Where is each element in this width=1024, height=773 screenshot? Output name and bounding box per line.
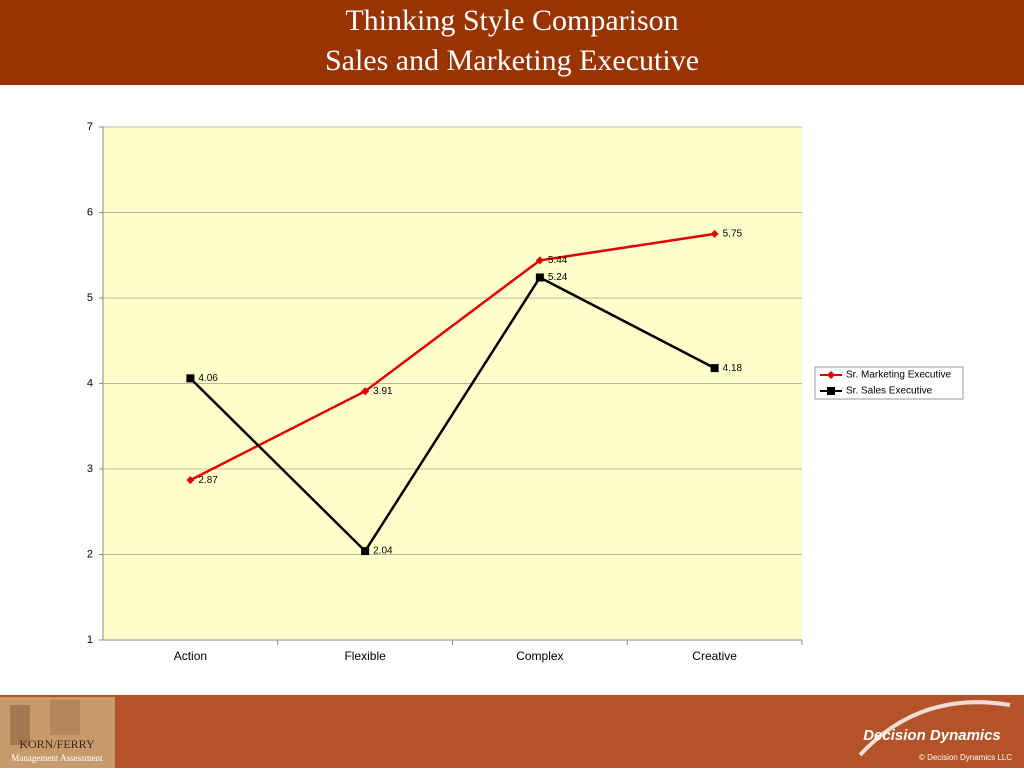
y-tick-label: 7 <box>87 121 93 133</box>
footer-bar <box>0 695 1024 768</box>
data-point <box>535 273 544 282</box>
data-label: 2.04 <box>373 546 393 557</box>
y-tick-label: 5 <box>87 292 93 304</box>
data-point <box>361 547 370 556</box>
y-tick-label: 4 <box>87 377 93 389</box>
data-point <box>361 387 370 396</box>
legend-label: Sr. Marketing Executive <box>846 370 951 381</box>
y-tick-label: 6 <box>87 206 93 218</box>
photo-figure <box>50 700 80 735</box>
x-tick-label: Complex <box>516 649 563 663</box>
data-label: 3.91 <box>373 386 393 397</box>
footer-right-brand: Decision Dynamics <box>863 727 1001 744</box>
data-point <box>710 364 719 373</box>
chart: 1 2 3 4 5 6 7 Action Flexible Complex Creative 2.87… <box>87 121 964 663</box>
series-line <box>189 275 716 554</box>
data-point <box>186 374 195 383</box>
footer-left-brand: KORN/FERRY <box>19 737 95 751</box>
legend-marker <box>827 371 835 379</box>
data-label: 5.75 <box>723 229 743 240</box>
x-tick-label: Action <box>174 649 207 663</box>
photo-figure <box>10 705 30 745</box>
chart-subtitle: Sales and Marketing Executive <box>325 44 699 77</box>
x-tick-label: Creative <box>692 649 737 663</box>
data-point <box>710 229 719 238</box>
data-label: 5.44 <box>548 255 568 266</box>
y-tick-label: 2 <box>87 548 93 560</box>
legend-box <box>814 366 964 400</box>
data-label: 5.24 <box>548 272 568 283</box>
footer-left-sub: Management Assessment <box>11 753 103 763</box>
chart-title: Thinking Style Comparison <box>345 4 678 37</box>
legend-marker <box>827 387 835 395</box>
data-point <box>186 476 195 485</box>
legend-label: Sr. Sales Executive <box>846 386 933 397</box>
data-point <box>535 256 544 265</box>
x-tick-label: Flexible <box>344 649 386 663</box>
logo-swoosh <box>858 700 1011 757</box>
header-bar <box>0 0 1024 85</box>
data-label: 4.06 <box>198 373 218 384</box>
y-tick-label: 3 <box>87 463 93 475</box>
y-tick-label: 1 <box>87 634 93 646</box>
series-line <box>189 232 715 482</box>
data-label: 4.18 <box>723 363 743 374</box>
footer-copyright: © Decision Dynamics LLC <box>919 753 1012 762</box>
data-label: 2.87 <box>198 475 218 486</box>
